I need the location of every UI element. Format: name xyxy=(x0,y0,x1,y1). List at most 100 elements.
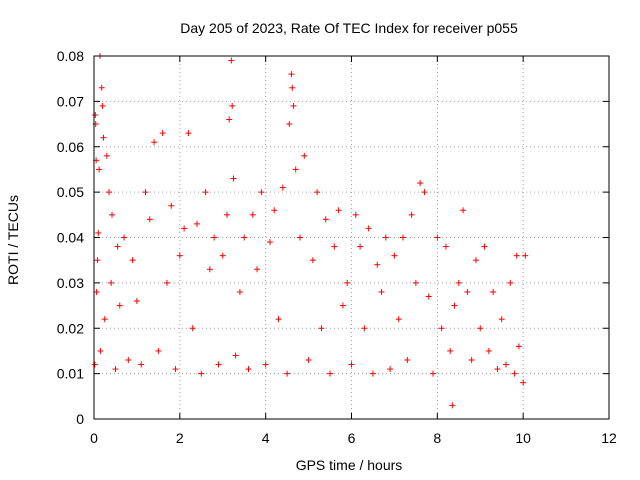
data-point xyxy=(109,211,116,218)
data-point xyxy=(202,189,209,196)
data-point xyxy=(125,357,132,364)
data-point xyxy=(198,370,205,377)
data-point xyxy=(129,257,136,264)
data-point xyxy=(477,325,484,332)
data-point xyxy=(378,288,385,295)
data-point xyxy=(215,361,222,368)
data-point xyxy=(438,325,445,332)
data-point xyxy=(327,370,334,377)
data-point xyxy=(271,207,278,214)
data-point xyxy=(339,302,346,309)
data-point xyxy=(258,189,265,196)
data-point xyxy=(106,189,113,196)
data-point xyxy=(101,316,108,323)
data-point xyxy=(108,279,115,286)
data-point xyxy=(95,229,102,236)
data-point xyxy=(344,279,351,286)
data-point xyxy=(513,252,520,259)
data-point xyxy=(395,316,402,323)
data-point xyxy=(352,211,359,218)
data-point xyxy=(121,234,128,241)
data-point xyxy=(100,134,107,141)
y-tick-label: 0.07 xyxy=(57,93,84,109)
chart-title: Day 205 of 2023, Rate Of TEC Index for r… xyxy=(180,20,518,36)
data-point xyxy=(194,220,200,227)
data-points xyxy=(91,53,529,409)
data-point xyxy=(142,189,149,196)
data-point xyxy=(490,288,497,295)
data-point xyxy=(520,379,527,386)
data-point xyxy=(133,298,140,305)
y-tick-labels: 0 0.01 0.02 0.03 0.04 0.05 0.06 0.07 0.08 xyxy=(57,48,84,427)
data-point xyxy=(146,216,153,223)
x-axis-label: GPS time / hours xyxy=(296,457,403,473)
data-point xyxy=(266,239,273,246)
data-point xyxy=(245,366,252,373)
data-point xyxy=(103,152,110,159)
data-point xyxy=(99,102,106,109)
data-point xyxy=(357,243,364,250)
x-tick-label: 6 xyxy=(348,430,356,446)
data-point xyxy=(301,152,308,159)
data-point xyxy=(262,361,269,368)
data-point xyxy=(241,234,248,241)
data-point xyxy=(404,357,411,364)
data-point xyxy=(229,102,236,109)
data-point xyxy=(211,234,218,241)
data-point xyxy=(412,279,419,286)
data-point xyxy=(400,234,406,241)
data-point xyxy=(289,84,296,91)
x-tick-label: 10 xyxy=(515,430,531,446)
data-point xyxy=(155,347,162,354)
data-point xyxy=(290,102,297,109)
data-point xyxy=(228,57,235,64)
data-point xyxy=(485,347,492,354)
data-point xyxy=(468,357,475,364)
data-point xyxy=(425,293,432,300)
x-tick-label: 0 xyxy=(90,430,98,446)
data-point xyxy=(181,225,188,232)
data-point xyxy=(472,257,479,264)
data-point xyxy=(374,261,381,268)
data-point xyxy=(286,121,293,128)
data-point xyxy=(507,279,514,286)
x-tick-label: 12 xyxy=(601,430,617,446)
data-point xyxy=(279,184,286,191)
data-point xyxy=(442,243,449,250)
data-point xyxy=(97,347,104,354)
data-point xyxy=(318,325,325,332)
data-point xyxy=(451,302,458,309)
data-point xyxy=(138,361,145,368)
x-tick-label: 4 xyxy=(262,430,270,446)
data-point xyxy=(430,370,437,377)
data-point xyxy=(112,366,119,373)
data-point xyxy=(168,202,175,209)
data-point xyxy=(275,316,282,323)
data-point xyxy=(387,366,394,373)
data-point xyxy=(408,211,415,218)
data-point xyxy=(305,357,312,364)
axis-ticks xyxy=(93,55,610,420)
data-point xyxy=(96,166,103,173)
y-tick-label: 0.06 xyxy=(57,139,84,155)
data-point xyxy=(230,175,237,182)
data-point xyxy=(116,302,123,309)
y-tick-label: 0.05 xyxy=(57,184,84,200)
x-tick-labels: 0 2 4 6 8 10 12 xyxy=(90,430,617,446)
data-point xyxy=(206,266,213,273)
data-point xyxy=(314,189,321,196)
data-point xyxy=(464,288,471,295)
y-tick-label: 0.08 xyxy=(57,48,84,64)
data-point xyxy=(331,243,338,250)
data-point xyxy=(236,288,243,295)
data-point xyxy=(94,257,101,264)
data-point xyxy=(460,207,467,214)
y-tick-label: 0.01 xyxy=(57,366,84,382)
data-point xyxy=(417,180,424,187)
data-point xyxy=(176,252,183,259)
data-point xyxy=(185,130,192,137)
data-point xyxy=(98,84,105,91)
data-point xyxy=(297,234,303,241)
data-point xyxy=(447,347,454,354)
